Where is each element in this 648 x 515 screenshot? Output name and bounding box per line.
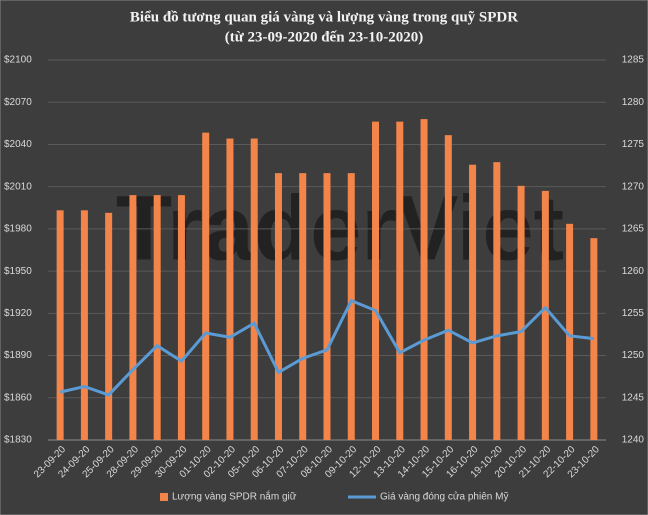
bar	[517, 185, 525, 440]
bar	[202, 132, 210, 440]
y-tick-label: $1830	[4, 435, 32, 446]
y2-tick-label: 1255	[622, 308, 645, 319]
y2-tick-label: 1265	[622, 224, 645, 235]
y-tick-label: $2100	[4, 55, 32, 66]
bar	[493, 162, 501, 440]
bar	[80, 210, 88, 440]
bar	[323, 173, 331, 440]
bar	[541, 190, 549, 440]
bar	[274, 173, 282, 440]
bar	[396, 121, 404, 441]
bar	[372, 121, 380, 441]
chart-title: Biểu đồ tương quan giá vàng và lượng vàn…	[130, 9, 518, 25]
y-tick-label: $1920	[4, 308, 32, 319]
bar	[347, 173, 355, 440]
bar	[105, 212, 113, 440]
chart-subtitle: (từ 23-09-2020 đến 23-10-2020)	[225, 29, 424, 45]
bar	[153, 195, 161, 440]
y-tick-label: $1890	[4, 350, 32, 361]
y2-tick-label: 1270	[622, 181, 645, 192]
y2-tick-label: 1250	[622, 350, 645, 361]
bar	[299, 173, 307, 440]
watermark: TraderViet	[116, 177, 564, 279]
y-tick-label: $2010	[4, 181, 32, 192]
y2-tick-label: 1245	[622, 392, 645, 403]
y-tick-label: $2070	[4, 97, 32, 108]
y2-tick-label: 1280	[622, 97, 645, 108]
bar	[56, 210, 64, 440]
y2-tick-label: 1240	[622, 435, 645, 446]
bar	[250, 138, 258, 441]
bar	[226, 138, 234, 441]
legend-swatch	[160, 493, 168, 501]
y-tick-label: $1950	[4, 266, 32, 277]
bar	[469, 164, 477, 440]
bar	[129, 195, 137, 440]
bar	[566, 223, 574, 440]
bar	[420, 119, 428, 440]
y2-tick-label: 1285	[622, 55, 645, 66]
y-tick-label: $2040	[4, 139, 32, 150]
bar	[177, 195, 185, 440]
bar	[590, 238, 598, 440]
bar	[444, 135, 452, 440]
y-tick-label: $1980	[4, 224, 32, 235]
legend-label: Giá vàng đóng cửa phiên Mỹ	[380, 491, 508, 503]
y2-tick-label: 1275	[622, 139, 645, 150]
legend-label: Lượng vàng SPDR nắm giữ	[172, 490, 297, 503]
y2-tick-label: 1260	[622, 266, 645, 277]
y-tick-label: $1860	[4, 392, 32, 403]
line	[59, 298, 595, 397]
